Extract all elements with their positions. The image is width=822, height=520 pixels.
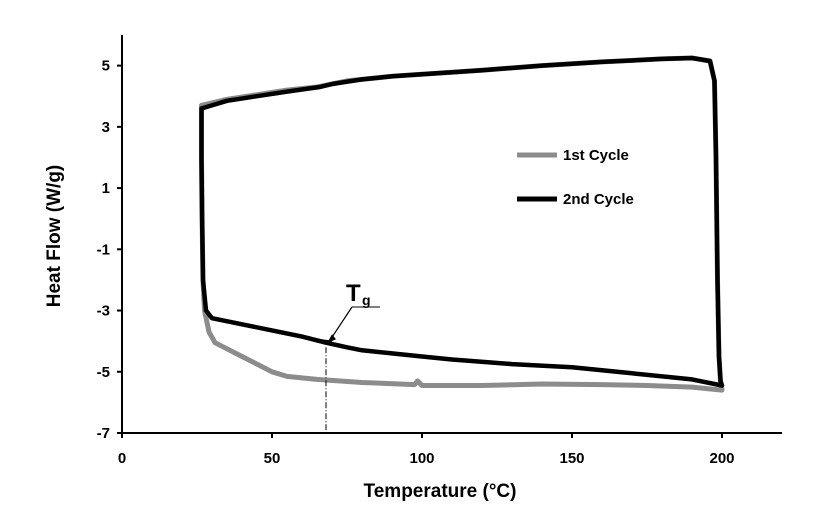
x-axis-title: Temperature (°C)	[364, 481, 517, 502]
legend-label-1: 1st Cycle	[563, 147, 629, 164]
series-line-1	[199, 55, 725, 393]
tg-arrow-line	[329, 306, 353, 341]
y-tick-label: -5	[97, 364, 110, 381]
tg-tangent-line	[286, 334, 333, 342]
x-tick-label: 100	[409, 450, 434, 467]
x-tick-label: 150	[559, 450, 584, 467]
y-tick-label: -7	[97, 425, 110, 442]
y-axis-title: Heat Flow (W/g)	[44, 165, 65, 307]
tg-arrowhead	[327, 334, 336, 344]
tg-label-subscript: g	[362, 292, 371, 308]
x-tick-label: 200	[709, 450, 734, 467]
legend-label-2: 2nd Cycle	[563, 191, 634, 208]
legend: 1st Cycle 2nd Cycle	[517, 147, 634, 208]
y-tick-label: 3	[102, 119, 110, 136]
series-line-2	[199, 55, 725, 388]
y-tick-label: 5	[102, 58, 110, 75]
y-tick-label: -1	[97, 241, 110, 258]
y-tick-label: -3	[97, 303, 110, 320]
x-tick-label: 50	[264, 450, 281, 467]
y-tick-label: 1	[102, 180, 110, 197]
x-tick-label: 0	[118, 450, 126, 467]
series-layer	[199, 55, 725, 393]
tg-label: T	[346, 280, 361, 307]
